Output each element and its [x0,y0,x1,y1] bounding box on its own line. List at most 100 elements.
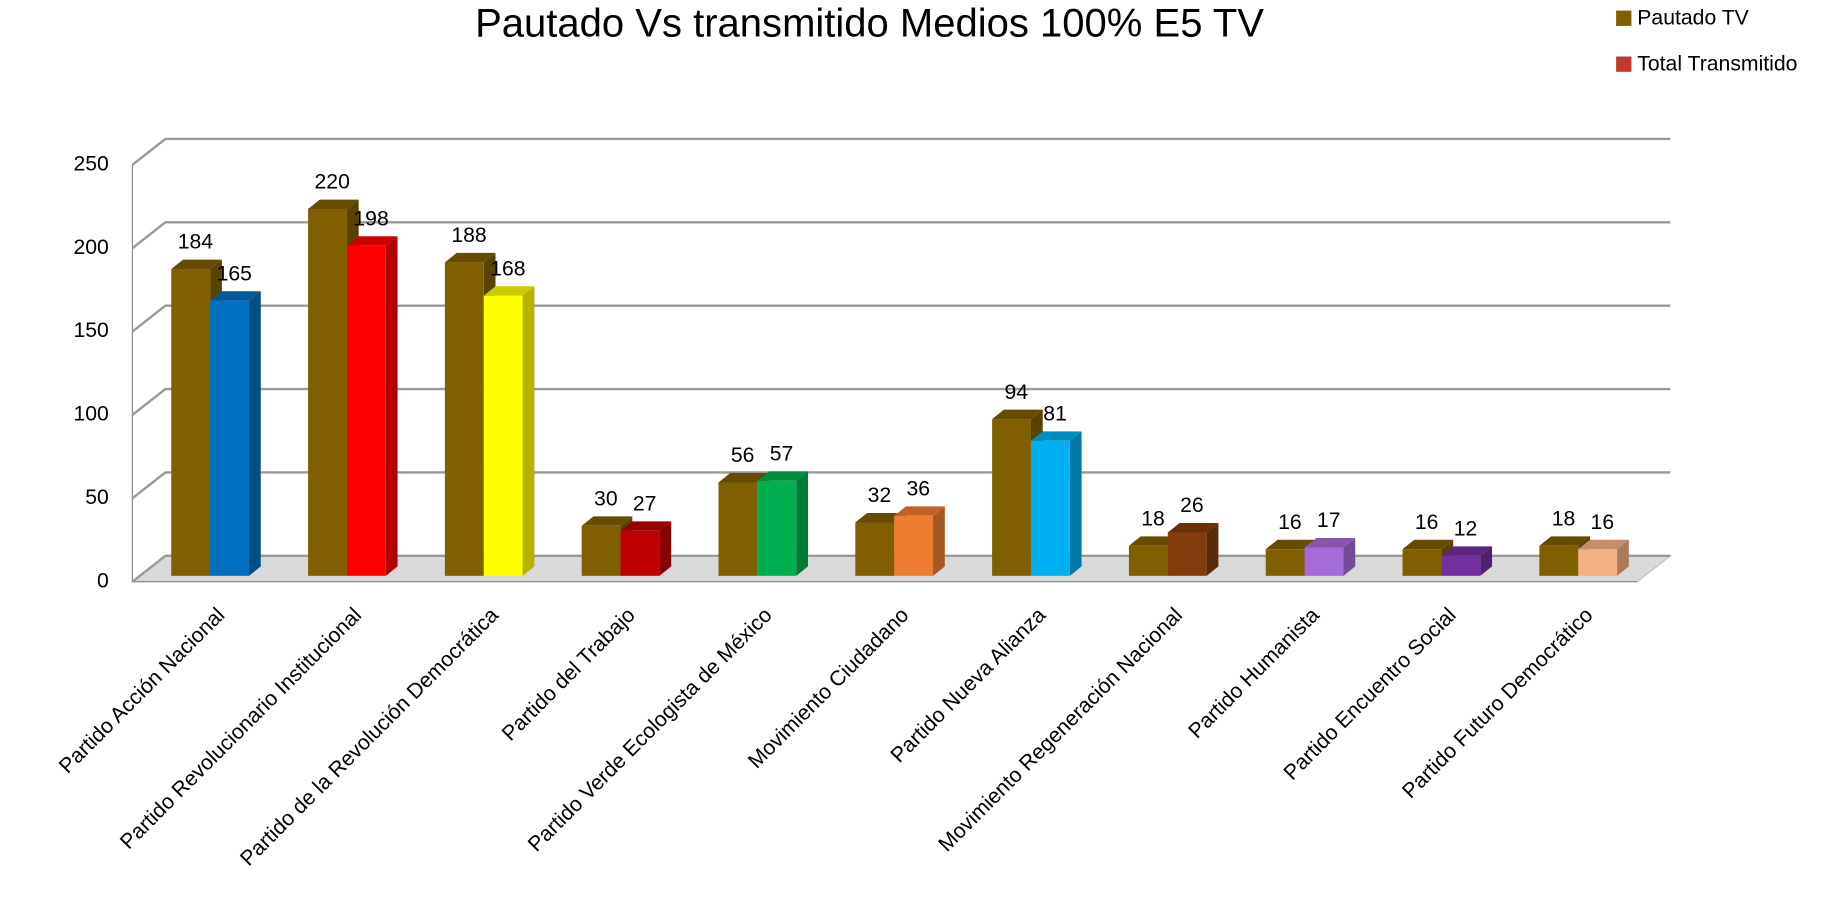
bar-top [1167,523,1219,533]
x-tick-label: Movimiento Regeneración Nacional [934,604,1187,857]
bar-top [855,513,906,523]
bar-top [992,409,1043,420]
bar-side [659,521,672,576]
value-label: 16 [1591,511,1615,534]
value-label: 26 [1180,494,1204,517]
bar-side [248,291,261,576]
bar-top [757,471,808,481]
x-tick-label: Partido del Trabajo [498,604,640,746]
bar [894,515,934,576]
bar-top [346,236,398,246]
bar [1128,545,1168,576]
value-label: 184 [178,231,214,254]
bar [855,522,895,576]
x-tick-label: Partido Revolucionario Institucional [116,604,366,854]
value-label: 220 [315,171,350,194]
bar [346,245,386,576]
value-label: 32 [868,484,892,507]
bar [308,208,347,576]
x-tick-label: Partido Humanista [1184,603,1324,743]
bar-top [581,516,633,526]
bar-side [796,471,808,576]
bar-top [483,286,535,296]
bar [1265,549,1305,576]
value-label: 56 [731,444,755,467]
value-label: 27 [633,492,657,515]
bar-top [1265,539,1317,550]
bar-top [1304,538,1356,548]
bar [620,530,660,576]
value-label: 81 [1043,402,1067,425]
x-tick-label: Partido Nueva Alianza [887,603,1051,767]
bar-top [620,521,672,531]
value-label: 165 [217,262,252,285]
grid-line [131,471,1671,500]
bar-top [444,252,496,263]
bar-side [522,286,535,576]
bar [1167,532,1207,576]
bar-top [1402,539,1454,550]
bar-side [1206,523,1219,576]
bar-top [1539,536,1590,546]
bar-top [1128,536,1180,546]
y-tick-label: 50 [85,486,109,509]
x-tick-label: Movimiento Ciudadano [744,604,914,774]
grid-line [131,137,1671,166]
value-label: 18 [1552,507,1576,530]
value-label: 36 [907,477,931,500]
bar [171,269,211,576]
bar-top [171,259,222,270]
value-label: 16 [1278,511,1302,534]
legend-label: Total Transmitido [1637,52,1797,75]
value-label: 94 [1004,381,1028,404]
bar [1578,549,1618,576]
bar [483,295,523,576]
value-label: 168 [490,257,525,280]
legend-swatch [1616,56,1632,72]
bar-top [1441,546,1493,556]
legend-swatch [1616,10,1632,26]
value-label: 16 [1415,511,1439,534]
bar [1030,440,1070,576]
value-label: 198 [353,207,388,230]
value-label: 17 [1317,509,1341,532]
bar-side [1480,546,1493,576]
y-tick-label: 100 [73,403,108,426]
bar-top [1030,431,1082,441]
y-tick-label: 150 [73,319,108,342]
grid-line [131,221,1671,250]
bar-top [210,291,261,301]
bar-top [894,506,945,516]
value-label: 188 [451,224,486,247]
bar [992,419,1031,576]
bar-side [1069,431,1082,576]
y-tick-label: 0 [97,569,109,592]
bar [1441,555,1481,576]
value-label: 57 [770,442,794,465]
y-tick-label: 250 [73,152,108,175]
bar-top [308,199,359,209]
bar [444,262,484,576]
x-tick-label: Partido de la Revolución Democrática [236,603,503,870]
chart-title: Pautado Vs transmitido Medios 100% E5 TV [475,1,1264,45]
bar [757,480,797,576]
bar-side [1343,538,1356,576]
bar-side [933,506,945,576]
bar-top [718,473,770,483]
bar-side [1617,539,1629,576]
value-label: 12 [1454,517,1478,540]
y-tick-label: 200 [73,236,108,259]
value-label: 30 [594,487,618,510]
bar [1304,547,1344,576]
bar [718,482,758,576]
bar-top [1578,539,1629,550]
bar-side [385,236,398,576]
bar [1402,549,1442,576]
legend-label: Pautado TV [1637,6,1749,29]
x-tick-label: Partido Verde Ecologista de México [524,604,777,857]
bar [210,300,249,576]
grid-line [131,304,1671,333]
value-label: 18 [1141,507,1165,530]
bar [581,525,621,576]
